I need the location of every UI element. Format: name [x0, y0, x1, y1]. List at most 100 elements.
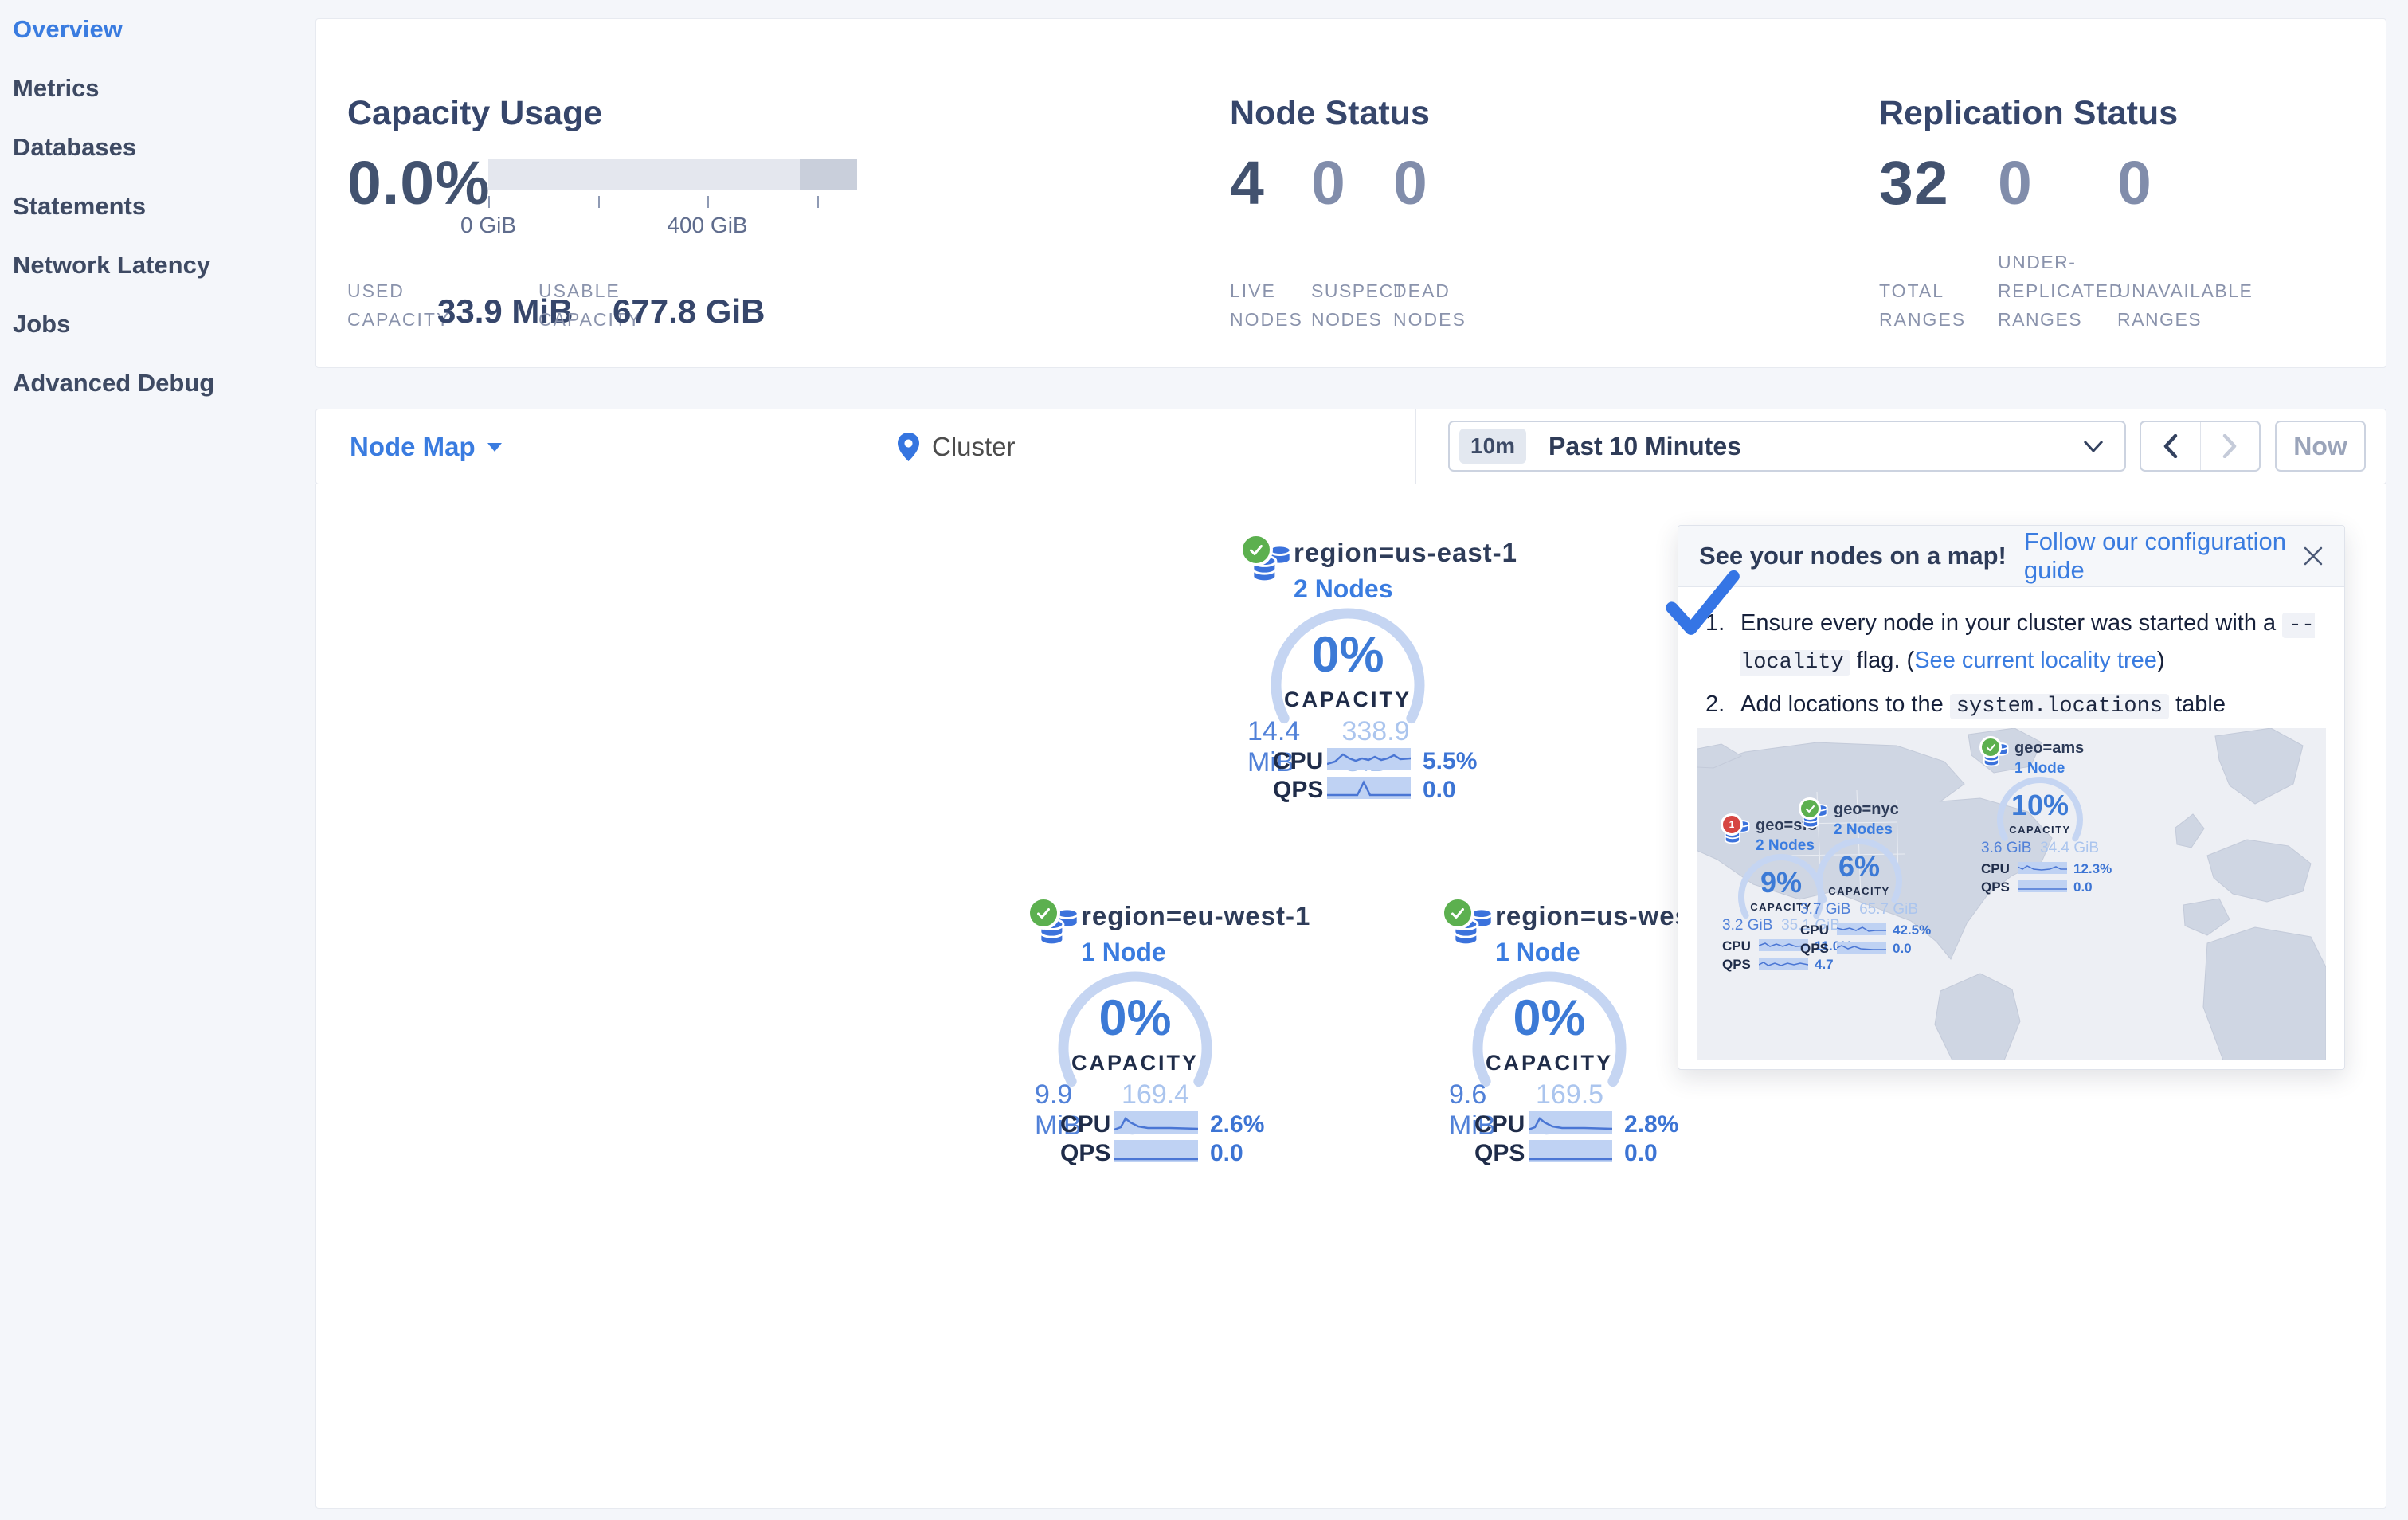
node-group-us-east-1[interactable]: region=us-east-1 2 Nodes 0% CAPACITY 14.…: [1239, 533, 1517, 807]
close-button[interactable]: [2303, 546, 2324, 566]
capacity-used-percent: 0.0%: [347, 149, 491, 217]
time-step-buttons: [2140, 421, 2261, 472]
now-button[interactable]: Now: [2275, 421, 2366, 472]
sidebar: Overview Metrics Databases Statements Ne…: [0, 0, 315, 1520]
chevron-left-icon: [2163, 434, 2177, 458]
region-label: geo=sfo: [1756, 817, 1818, 834]
capacity-usage-title: Capacity Usage: [347, 93, 603, 132]
step-number: 2.: [1705, 691, 1725, 717]
nodes-count-link[interactable]: 1 Node: [1081, 938, 1166, 966]
nodes-count-link[interactable]: 1 Node: [1495, 938, 1580, 966]
dead-nodes-count: 0: [1393, 149, 1428, 217]
cpu-value: 2.8%: [1624, 1111, 1679, 1138]
axis-tick: [817, 196, 819, 208]
unavailable-ranges-label: UNAVAILABLE RANGES: [2117, 280, 2253, 330]
capacity-bar-segment: [800, 159, 857, 190]
dead-nodes-label: DEAD NODES: [1393, 280, 1466, 330]
tooltip-title: See your nodes on a map!: [1699, 542, 2007, 570]
live-nodes-label: LIVE NODES: [1230, 280, 1303, 330]
nodemap-toolbar: Node Map Cluster 10m Past 10 Minutes: [315, 409, 2386, 484]
step-text: Add locations to the: [1740, 691, 1950, 717]
breadcrumb-cluster[interactable]: Cluster: [898, 409, 1016, 484]
capacity-gauge: [1811, 836, 1907, 924]
sidebar-item-jobs[interactable]: Jobs: [13, 310, 71, 338]
qps-label: QPS: [1060, 1140, 1111, 1166]
check-icon: [1451, 907, 1464, 919]
used-capacity: 3.7 GiB: [1800, 901, 1851, 918]
cpu-label: CPU: [1474, 1111, 1525, 1138]
axis-tick: [598, 196, 600, 208]
step-text: ): [2156, 648, 2165, 673]
under-replicated-ranges-label: UNDER-REPLICATED RANGES: [1998, 252, 2124, 330]
capacity-arc: [1472, 971, 1627, 1126]
locality-tree-link[interactable]: See current locality tree: [1914, 648, 2157, 673]
qps-label: QPS: [1800, 941, 1829, 956]
qps-sparkline: [1327, 777, 1411, 799]
setup-step-1: 1. Ensure every node in your cluster was …: [1705, 605, 2320, 680]
nodes-count-link[interactable]: 2 Nodes: [1294, 574, 1393, 603]
capacity-percent: 0%: [1311, 627, 1384, 683]
qps-value: 0.0: [1624, 1140, 1658, 1166]
node-map-setup-tooltip: See your nodes on a map! Follow our conf…: [1666, 525, 2345, 1070]
replication-status-title: Replication Status: [1879, 93, 2179, 132]
sidebar-item-advanced-debug[interactable]: Advanced Debug: [13, 369, 215, 397]
breadcrumb-label: Cluster: [932, 432, 1016, 461]
capacity-gauge: [1051, 967, 1219, 1126]
capacity-percent: 0%: [1098, 990, 1172, 1046]
toolbar-divider: [1415, 409, 1416, 484]
time-range-dropdown[interactable]: 10m Past 10 Minutes: [1448, 421, 2126, 472]
time-prev-button[interactable]: [2141, 422, 2201, 470]
cpu-sparkline: [1326, 748, 1412, 770]
check-icon: [1986, 743, 1995, 751]
total-capacity: 35.1 GiB: [1781, 917, 1840, 934]
view-mode-dropdown[interactable]: Node Map: [350, 409, 503, 484]
total-capacity: 65.7 GiB: [1859, 901, 1918, 918]
system-locations-code: system.locations: [1949, 694, 2170, 719]
cpu-sparkline: [2017, 862, 2067, 874]
sidebar-item-metrics[interactable]: Metrics: [13, 74, 100, 102]
qps-sparkline: [1529, 1140, 1612, 1162]
region-label: geo=ams: [2014, 739, 2085, 757]
chevron-right-icon: [2223, 434, 2237, 458]
used-capacity: 3.2 GiB: [1722, 917, 1773, 934]
cpu-label: CPU: [1273, 748, 1324, 774]
axis-label-0: 0 GiB: [460, 213, 517, 237]
healthy-check-badge: [1799, 797, 1821, 820]
step-text: Ensure every node in your cluster was st…: [1740, 610, 2283, 636]
chevron-down-icon: [2083, 440, 2104, 452]
sidebar-item-databases[interactable]: Databases: [13, 133, 137, 161]
axis-tick: [707, 196, 709, 208]
node-group-us-west-1[interactable]: region=us-west-1 1 Node 0% CAPACITY 9.6 …: [1441, 896, 1724, 1170]
completed-check-icon: [1666, 570, 1740, 635]
node-group-eu-west-1[interactable]: region=eu-west-1 1 Node 0% CAPACITY 9.9 …: [1027, 896, 1310, 1170]
check-icon: [1805, 805, 1815, 813]
used-capacity: 9.6 MiB: [1449, 1079, 1496, 1141]
sidebar-item-overview[interactable]: Overview: [13, 15, 123, 43]
configuration-guide-link[interactable]: Follow our configuration guide: [2023, 527, 2286, 584]
nodes-count-link: 1 Node: [2014, 760, 2065, 777]
cpu-value: 42.5%: [1893, 923, 1932, 938]
qps-label: QPS: [1273, 777, 1324, 803]
node-status-title: Node Status: [1230, 93, 1430, 132]
used-capacity-label: USED CAPACITY: [347, 280, 451, 330]
qps-sparkline: [2018, 880, 2067, 892]
sidebar-item-statements[interactable]: Statements: [13, 192, 147, 220]
capacity-label: CAPACITY: [1828, 885, 1890, 897]
nodes-count-link: 2 Nodes: [1756, 837, 1815, 854]
sidebar-item-network-latency[interactable]: Network Latency: [13, 251, 211, 279]
time-range-value: Past 10 Minutes: [1549, 431, 1741, 460]
capacity-arc: [1058, 971, 1212, 1126]
qps-value: 0.0: [1423, 777, 1456, 803]
cpu-sparkline: [1758, 939, 1809, 951]
usable-capacity-label: USABLE CAPACITY: [538, 280, 642, 330]
capacity-label: CAPACITY: [1283, 688, 1412, 711]
time-range-badge: 10m: [1459, 429, 1527, 464]
capacity-gauge: [1992, 774, 2088, 863]
healthy-check-badge: [1441, 896, 1474, 930]
cpu-label: CPU: [1060, 1111, 1111, 1138]
capacity-gauge: [1264, 604, 1431, 762]
time-next-button[interactable]: [2201, 422, 2260, 470]
capacity-label: CAPACITY: [1485, 1051, 1613, 1075]
total-capacity: 34.4 GiB: [2040, 840, 2099, 856]
capacity-label: CAPACITY: [1071, 1051, 1199, 1075]
